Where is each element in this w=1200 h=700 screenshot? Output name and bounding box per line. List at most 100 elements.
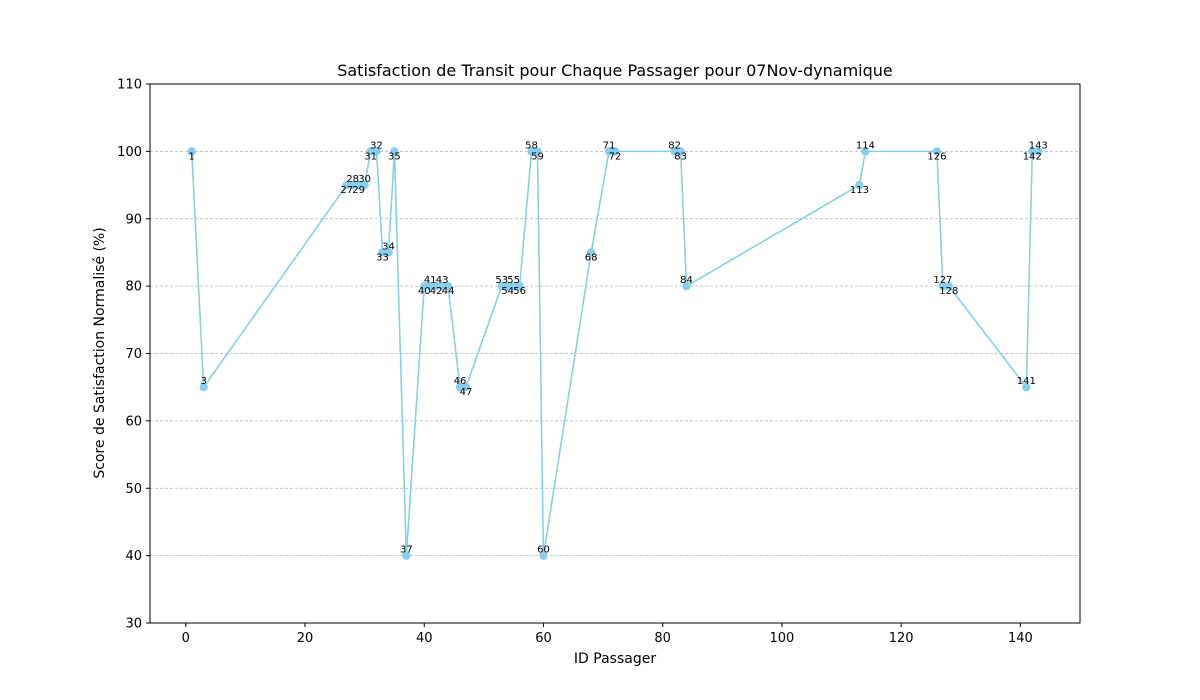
point-label: 128: [939, 286, 958, 297]
point-label: 72: [609, 151, 622, 162]
y-gridlines: [150, 150, 1080, 557]
y-axis-title: Score de Satisfaction Normalisé (%): [92, 227, 108, 478]
y-tick-label: 90: [125, 212, 142, 227]
y-axis-ticks: 30 40 50 60 70 80 90 100 110: [117, 78, 150, 632]
point-label: 40: [418, 286, 431, 297]
data-point: [461, 382, 471, 392]
y-tick-label: 110: [117, 78, 142, 93]
data-point: [360, 180, 369, 190]
x-tick-label: 100: [770, 631, 795, 646]
data-point: [670, 147, 679, 156]
data-point: [1028, 147, 1037, 156]
data-point: [354, 180, 363, 190]
point-label: 27: [340, 185, 353, 196]
x-tick-label: 60: [535, 631, 552, 646]
point-label: 47: [460, 387, 473, 398]
data-points: [187, 147, 1043, 560]
data-point: [855, 180, 864, 190]
point-label: 58: [525, 140, 538, 151]
data-point: [676, 147, 685, 156]
data-point: [610, 147, 620, 156]
data-point: [1022, 382, 1031, 392]
data-point: [682, 281, 691, 291]
data-point: [861, 147, 870, 156]
point-label: 35: [388, 151, 401, 162]
data-point: [539, 551, 548, 560]
point-label: 37: [400, 545, 413, 556]
y-tick-label: 40: [125, 549, 142, 564]
data-point: [402, 551, 411, 560]
data-point: [455, 382, 465, 392]
data-point: [509, 281, 518, 291]
point-label: 84: [680, 275, 693, 286]
point-label: 60: [537, 545, 550, 556]
data-point: [932, 147, 942, 156]
point-label: 114: [856, 140, 875, 151]
point-label: 31: [364, 151, 377, 162]
data-point: [199, 382, 208, 392]
data-point: [497, 281, 506, 291]
data-point: [348, 180, 357, 190]
point-label: 53: [495, 275, 508, 286]
data-point: [372, 147, 381, 156]
x-tick-label: 80: [654, 631, 671, 646]
data-point: [437, 281, 447, 291]
point-label: 71: [603, 140, 616, 151]
point-label: 68: [585, 252, 598, 263]
data-point: [420, 281, 429, 291]
data-point: [187, 147, 196, 156]
data-point: [586, 248, 596, 257]
point-label: 127: [933, 275, 952, 286]
point-label: 113: [850, 185, 869, 196]
point-label: 141: [1017, 376, 1036, 387]
point-label: 126: [927, 151, 946, 162]
y-tick-label: 70: [125, 347, 142, 362]
data-point: [390, 147, 399, 156]
data-point: [604, 147, 614, 156]
data-point: [443, 281, 453, 291]
point-label: 28: [346, 174, 359, 185]
data-point: [366, 147, 375, 156]
point-label: 41: [424, 275, 437, 286]
data-point: [431, 281, 441, 291]
data-point: [938, 281, 948, 291]
point-label: 59: [531, 151, 544, 162]
data-point: [533, 147, 542, 156]
data-point: [1034, 147, 1043, 156]
point-label: 44: [442, 286, 455, 297]
x-tick-label: 20: [297, 631, 314, 646]
data-point: [527, 147, 536, 156]
point-label: 82: [668, 140, 681, 151]
point-label: 30: [358, 174, 371, 185]
data-point: [378, 248, 387, 257]
point-label: 32: [370, 140, 383, 151]
x-axis-ticks: 0 20 40 60 80 100 120 140: [182, 623, 1033, 646]
data-point: [342, 180, 351, 190]
point-label: 83: [674, 151, 687, 162]
data-point: [503, 281, 512, 291]
point-label: 42: [430, 286, 443, 297]
point-label: 1: [189, 151, 195, 162]
data-point: [944, 281, 954, 291]
chart-title: Satisfaction de Transit pour Chaque Pass…: [337, 61, 893, 80]
y-tick-label: 60: [125, 414, 142, 429]
point-label: 43: [436, 275, 449, 286]
y-tick-label: 50: [125, 482, 142, 497]
data-point: [425, 281, 435, 291]
point-label: 46: [454, 376, 467, 387]
x-tick-label: 120: [889, 631, 914, 646]
point-label: 55: [507, 275, 520, 286]
y-tick-label: 30: [125, 617, 142, 632]
point-label: 34: [382, 241, 395, 252]
point-label: 3: [200, 376, 206, 387]
point-label: 142: [1023, 151, 1042, 162]
x-tick-label: 40: [416, 631, 433, 646]
point-label: 33: [376, 252, 389, 263]
point-label: 29: [352, 185, 365, 196]
point-label: 56: [513, 286, 526, 297]
data-point: [515, 281, 524, 291]
x-tick-label: 0: [182, 631, 190, 646]
point-label: 54: [501, 286, 514, 297]
